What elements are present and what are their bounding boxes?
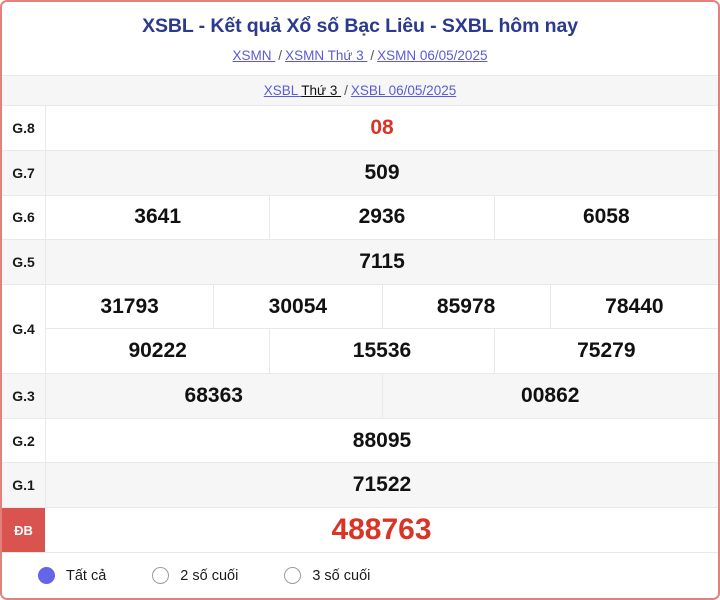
breadcrumb-link[interactable]: XSMN Thứ 3 [285, 48, 368, 64]
breadcrumb-primary: XSMN / XSMN Thứ 3 /XSMN 06/05/2025 [12, 47, 708, 65]
prize-value-line: 71522 [46, 463, 718, 507]
filter-option-label: 2 số cuối [180, 567, 239, 584]
prize-number: 15536 [269, 329, 493, 373]
breadcrumb-link[interactable]: XSBL 06/05/2025 [350, 82, 457, 98]
prize-label: G.7 [2, 150, 46, 195]
prize-table: G.8 08 G.7 509 G.6 3641 2936 6058 G.5 7115 G.4 3179… [2, 105, 719, 554]
prize-label: G.2 [2, 418, 46, 463]
prize-row: G.3 68363 00862 [2, 373, 719, 419]
prize-value-line: 68363 00862 [46, 373, 719, 418]
prize-label: G.3 [2, 373, 46, 418]
prize-number: 08 [370, 115, 394, 139]
radio-button-icon[interactable] [152, 567, 170, 584]
prize-number: 7115 [359, 250, 405, 274]
prize-values: 509 [46, 151, 718, 195]
filter-option[interactable]: Tất cả [38, 567, 106, 584]
prize-value-line: 88095 [46, 419, 718, 463]
prize-number: 3641 [134, 205, 182, 229]
prize-number: 30054 [213, 285, 381, 329]
prize-values: 488763 [45, 508, 718, 552]
filter-option-label: 3 số cuối [312, 567, 371, 584]
prize-values: 31793 30054 85978 78440 90222 15536 75279 [46, 285, 718, 373]
prize-row: G.8 08 [2, 105, 718, 151]
prize-values: 08 [46, 106, 718, 150]
prize-values: 71522 [46, 463, 718, 507]
prize-values: 88095 [46, 419, 718, 463]
prize-value-line: 3641 2936 6058 [46, 195, 718, 240]
filter-option[interactable]: 2 số cuối [152, 567, 238, 584]
prize-value-line: 08 [46, 106, 718, 150]
prize-label: G.1 [2, 463, 46, 508]
prize-row: G.5 7115 [2, 240, 718, 286]
prize-label: ĐB [2, 508, 45, 553]
breadcrumb-separator: / [370, 48, 375, 64]
prize-number: 75279 [493, 329, 718, 373]
prize-value-line: 90222 15536 75279 [46, 328, 718, 373]
breadcrumb-link[interactable]: XSMN 06/05/2025 [377, 48, 488, 64]
prize-number: 71522 [352, 473, 412, 497]
page-title: XSBL - Kết quả Xổ số Bạc Liêu - SXBL hôm… [142, 15, 578, 37]
prize-row: G.1 71522 [2, 463, 718, 509]
prize-number: 68363 [184, 383, 243, 407]
prize-number: 88095 [352, 428, 412, 452]
prize-label: G.8 [2, 105, 46, 150]
breadcrumb-text: Thứ 3 [301, 82, 342, 98]
prize-row: G.7 509 [2, 150, 718, 196]
prize-row: G.4 31793 30054 85978 78440 90222 15536 75279 [2, 285, 718, 374]
breadcrumb-separator: / [278, 48, 283, 64]
prize-number: 2936 [269, 195, 493, 240]
filter-option-label: Tất cả [66, 567, 107, 584]
prize-number: 78440 [549, 285, 718, 329]
prize-values: 7115 [46, 240, 718, 284]
result-header: XSBL - Kết quả Xổ số Bạc Liêu - SXBL hôm… [2, 2, 718, 75]
prize-number: 90222 [128, 339, 187, 363]
prize-row: G.6 3641 2936 6058 [2, 195, 718, 241]
breadcrumb-separator: / [344, 82, 348, 98]
prize-number: 488763 [331, 513, 432, 547]
prize-label: G.4 [2, 285, 46, 373]
prize-label: G.6 [2, 195, 46, 240]
prize-value-line: 509 [46, 151, 718, 195]
filter-bar: Tất cả 2 số cuối 3 số cuối [2, 553, 718, 598]
breadcrumb-link[interactable]: XSBL [263, 82, 302, 98]
prize-row: G.2 88095 [2, 418, 718, 464]
prize-value-line: 488763 [45, 508, 718, 552]
prize-values: 68363 00862 [46, 373, 719, 418]
radio-button-icon[interactable] [284, 567, 302, 584]
prize-number: 6058 [493, 195, 718, 240]
radio-button-icon[interactable] [38, 567, 55, 584]
prize-number: 00862 [381, 373, 719, 418]
prize-label: G.5 [2, 240, 46, 285]
prize-value-line: 7115 [46, 240, 718, 284]
breadcrumb-secondary: XSBL Thứ 3 /XSBL 06/05/2025 [2, 74, 718, 106]
prize-values: 3641 2936 6058 [46, 195, 718, 240]
breadcrumb-link[interactable]: XSMN [232, 48, 276, 64]
prize-row: ĐB 488763 [2, 508, 718, 554]
prize-value-line: 31793 30054 85978 78440 [46, 285, 718, 329]
prize-number: 85978 [381, 285, 550, 329]
prize-number: 31793 [100, 294, 159, 318]
prize-number: 509 [364, 160, 400, 184]
filter-option[interactable]: 3 số cuối [284, 567, 370, 584]
